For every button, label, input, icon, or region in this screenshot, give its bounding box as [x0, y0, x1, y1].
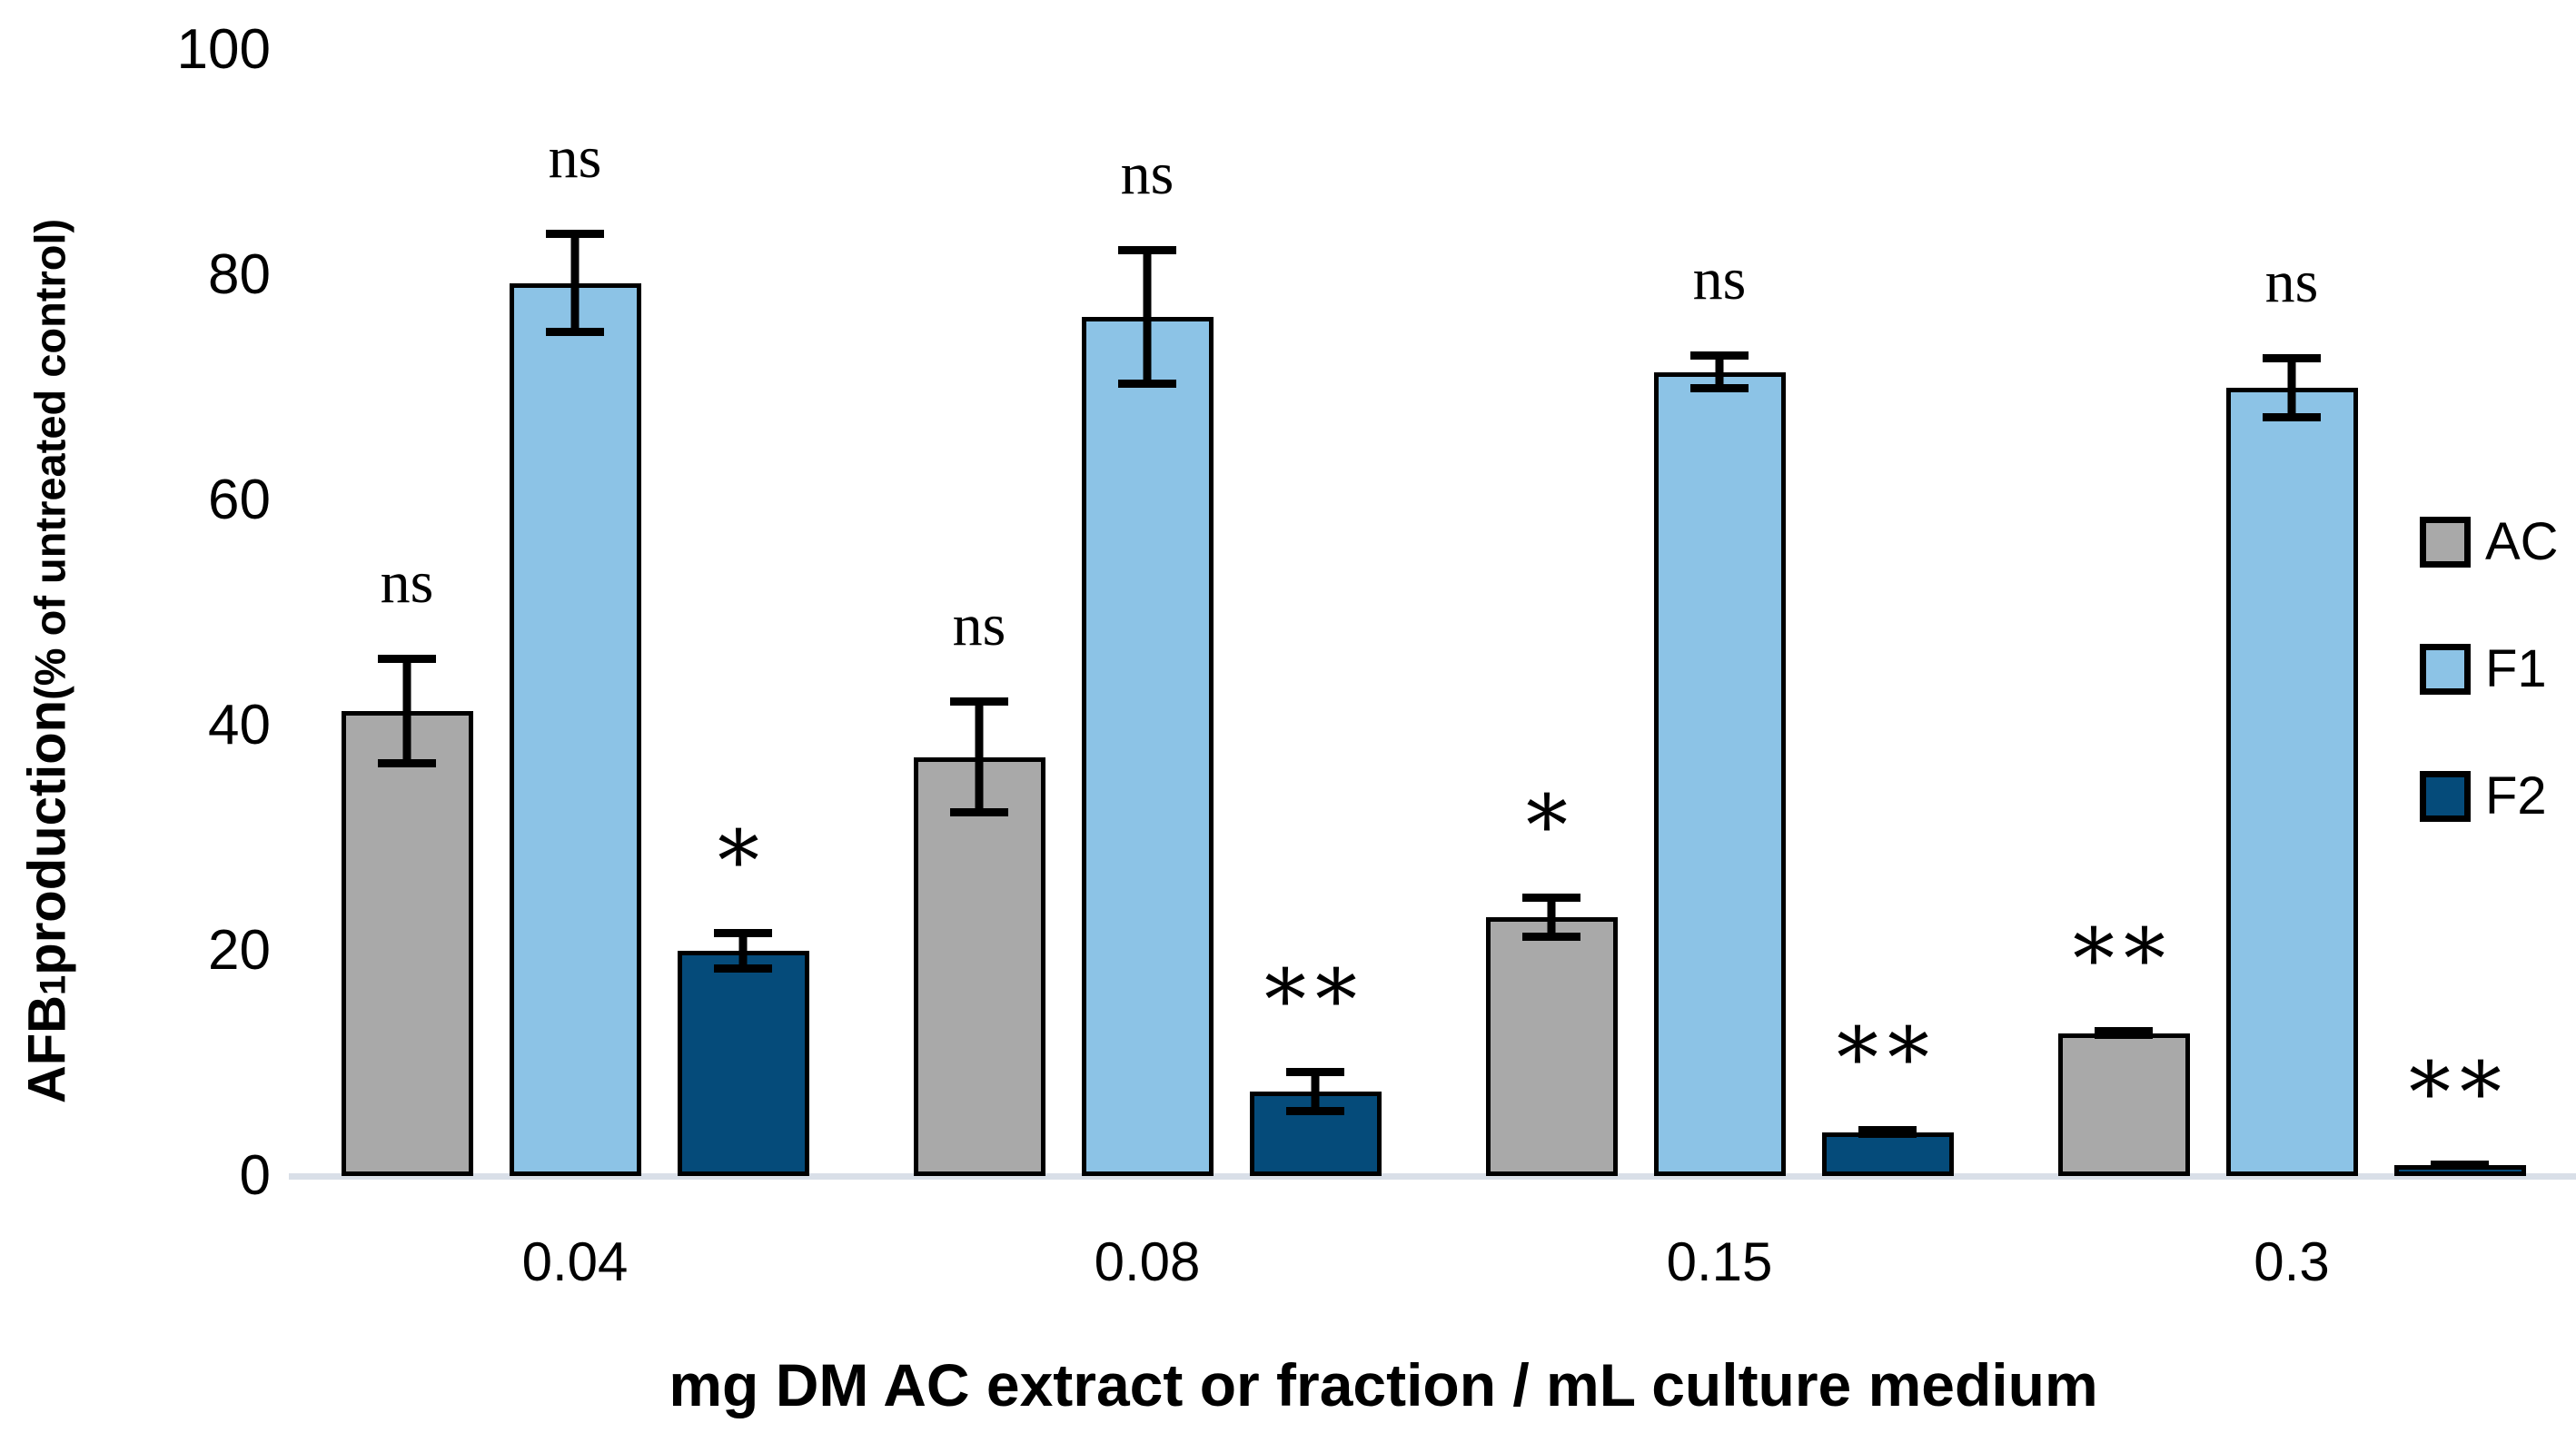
legend-label-F2: F2: [2485, 766, 2547, 825]
significance-annotation-F1-0.15: ns: [1692, 246, 1747, 313]
error-bar-stem: [975, 697, 984, 817]
legend-item-F2: F2: [2420, 770, 2547, 823]
x-axis-line: [289, 1173, 2576, 1180]
error-bar-stem: [1715, 351, 1724, 392]
legend-label-AC: AC: [2485, 512, 2559, 571]
error-bar-cap-bottom: [1118, 379, 1176, 388]
error-bar-cap-bottom: [1286, 1107, 1344, 1116]
error-bar-cap-bottom: [546, 327, 604, 336]
significance-annotation-AC-0.15: *: [1526, 776, 1577, 875]
error-bar-cap-bottom: [2263, 413, 2321, 422]
error-bar-cap-bottom: [950, 808, 1008, 817]
y-axis-title-prefix: AFB: [17, 994, 77, 1104]
significance-annotation-F2-0.08: **: [1264, 951, 1366, 1049]
significance-annotation-F1-0.04: ns: [548, 124, 602, 192]
x-tick-label: 0.08: [1094, 1231, 1201, 1292]
bar-F1-0.04: [509, 282, 641, 1176]
significance-annotation-F2-0.3: **: [2409, 1043, 2511, 1142]
bar-F2-0.04: [677, 951, 809, 1176]
y-tick-label: 0: [239, 1144, 271, 1207]
error-bar-stem: [738, 929, 748, 973]
significance-annotation-F1-0.3: ns: [2264, 248, 2319, 315]
significance-annotation-AC-0.04: ns: [380, 549, 434, 616]
bar-F2-0.15: [1821, 1132, 1954, 1176]
error-bar-F1-0.04: [546, 230, 604, 336]
bar-AC-0.04: [341, 710, 473, 1176]
error-bar-AC-0.04: [378, 654, 436, 767]
x-axis-title: mg DM AC extract or fraction / mL cultur…: [669, 1351, 2098, 1418]
error-bar-stem: [1311, 1067, 1320, 1116]
error-bar-cap-bottom: [2431, 1161, 2489, 1170]
y-tick-label: 60: [208, 469, 271, 531]
error-bar-stem: [1143, 245, 1152, 388]
x-tick-label: 0.3: [2254, 1231, 2330, 1292]
error-bar-cap-bottom: [1858, 1129, 1917, 1138]
y-tick-label: 20: [208, 919, 271, 982]
legend-item-F1: F1: [2420, 643, 2547, 696]
legend-swatch-F2: [2420, 771, 2471, 822]
bar-F1-0.3: [2225, 388, 2358, 1176]
error-bar-stem: [2287, 353, 2296, 422]
error-bar-F2-0.15: [1858, 1126, 1917, 1138]
error-bar-F2-0.3: [2431, 1160, 2489, 1170]
bar-AC-0.3: [2057, 1033, 2190, 1176]
error-bar-F1-0.3: [2263, 353, 2321, 422]
error-bar-F1-0.15: [1690, 351, 1749, 392]
error-bar-cap-bottom: [378, 758, 436, 767]
error-bar-AC-0.08: [950, 697, 1008, 817]
legend-item-AC: AC: [2420, 516, 2559, 568]
error-bar-stem: [402, 654, 411, 767]
error-bar-AC-0.3: [2095, 1027, 2153, 1039]
y-tick-label: 100: [176, 18, 271, 81]
error-bar-stem: [1547, 893, 1556, 941]
error-bar-stem: [570, 230, 580, 336]
legend-swatch-AC: [2420, 517, 2471, 568]
error-bar-cap-bottom: [714, 964, 772, 973]
x-tick-label: 0.15: [1666, 1231, 1773, 1292]
error-bar-cap-bottom: [2095, 1030, 2153, 1039]
bar-F1-0.15: [1653, 371, 1786, 1176]
significance-annotation-AC-0.08: ns: [952, 592, 1006, 658]
significance-annotation-F2-0.15: **: [1837, 1010, 1938, 1108]
significance-annotation-F1-0.08: ns: [1120, 140, 1174, 207]
error-bar-cap-bottom: [1690, 383, 1749, 392]
significance-annotation-F2-0.04: *: [718, 813, 768, 911]
bar-AC-0.08: [913, 756, 1045, 1176]
error-bar-AC-0.15: [1522, 893, 1580, 941]
y-tick-label: 80: [208, 243, 271, 306]
legend: AC F1 F2: [2420, 0, 2574, 1443]
y-tick-label: 40: [208, 694, 271, 756]
x-tick-label: 0.04: [521, 1231, 629, 1292]
error-bar-F1-0.08: [1118, 245, 1176, 388]
bar-F1-0.08: [1081, 316, 1214, 1176]
error-bar-cap-bottom: [1522, 932, 1580, 941]
legend-label-F1: F1: [2485, 639, 2547, 698]
bar-AC-0.15: [1485, 916, 1618, 1176]
error-bar-F2-0.04: [714, 929, 772, 973]
legend-swatch-F1: [2420, 644, 2471, 695]
error-bar-F2-0.08: [1286, 1067, 1344, 1116]
significance-annotation-AC-0.3: **: [2073, 911, 2175, 1009]
